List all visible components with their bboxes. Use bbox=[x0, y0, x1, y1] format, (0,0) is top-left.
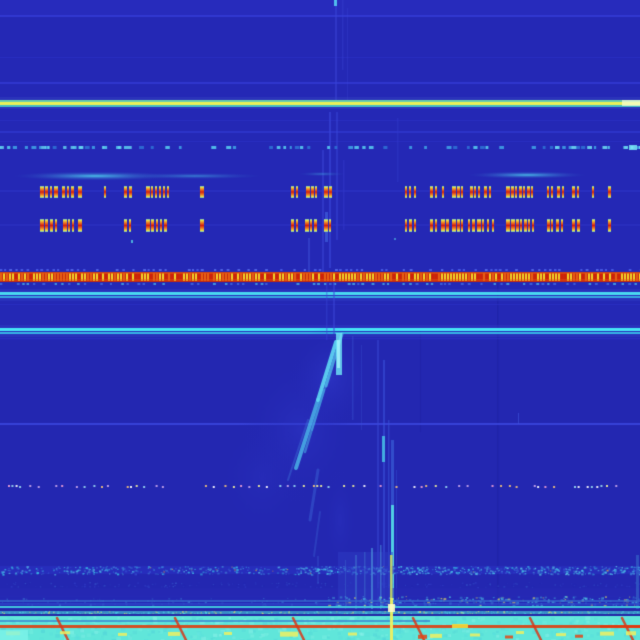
spectrogram bbox=[0, 0, 640, 640]
spectrogram-canvas bbox=[0, 0, 640, 640]
